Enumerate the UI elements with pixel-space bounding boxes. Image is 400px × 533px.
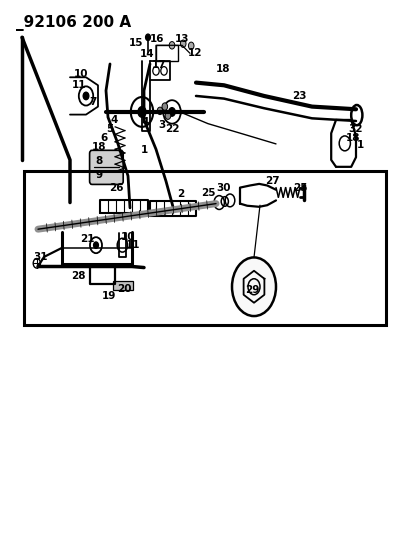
- Text: 4: 4: [110, 115, 118, 125]
- Circle shape: [169, 108, 175, 116]
- Circle shape: [232, 257, 276, 316]
- Text: 21: 21: [80, 234, 94, 244]
- Bar: [113, 281, 133, 290]
- Text: 15: 15: [129, 38, 143, 47]
- Circle shape: [138, 107, 146, 117]
- Text: 18: 18: [216, 64, 230, 74]
- Circle shape: [180, 40, 186, 47]
- Bar: [24, 171, 386, 325]
- Circle shape: [157, 107, 163, 115]
- Text: 7: 7: [89, 98, 96, 107]
- Circle shape: [94, 242, 98, 248]
- Bar: [156, 45, 178, 61]
- Text: 3: 3: [159, 120, 166, 130]
- Text: 10: 10: [74, 69, 88, 78]
- Text: 25: 25: [202, 188, 216, 198]
- Text: 6: 6: [100, 133, 108, 142]
- Text: 22: 22: [166, 124, 180, 134]
- Text: 12: 12: [188, 49, 202, 58]
- Text: 10: 10: [121, 232, 135, 241]
- Circle shape: [83, 92, 89, 100]
- Text: 28: 28: [71, 271, 85, 281]
- Text: 2: 2: [177, 189, 184, 199]
- Text: 1: 1: [141, 146, 148, 155]
- Circle shape: [162, 103, 168, 110]
- Text: 19: 19: [102, 292, 116, 301]
- Circle shape: [169, 42, 175, 49]
- Circle shape: [188, 42, 194, 50]
- Text: 4: 4: [141, 117, 148, 126]
- Text: 16: 16: [150, 34, 164, 44]
- Text: 25: 25: [294, 183, 308, 192]
- FancyBboxPatch shape: [90, 150, 123, 184]
- Text: 11: 11: [72, 80, 86, 90]
- Circle shape: [146, 34, 150, 41]
- Text: 30: 30: [216, 183, 230, 192]
- Text: 14: 14: [140, 50, 154, 59]
- Text: 32: 32: [348, 124, 362, 134]
- Text: 8: 8: [96, 156, 103, 166]
- Text: 9: 9: [96, 170, 103, 180]
- Text: 27: 27: [266, 176, 280, 186]
- Text: 1: 1: [356, 140, 364, 150]
- Text: 13: 13: [174, 35, 189, 44]
- Text: 17: 17: [152, 60, 166, 70]
- Circle shape: [165, 112, 171, 119]
- Text: 18: 18: [346, 133, 360, 142]
- Text: 11: 11: [126, 240, 140, 250]
- Text: 23: 23: [292, 91, 306, 101]
- Text: 29: 29: [246, 285, 260, 295]
- Text: 20: 20: [118, 285, 132, 294]
- Text: 31: 31: [34, 252, 48, 262]
- Text: 18: 18: [92, 142, 106, 152]
- Text: 5: 5: [106, 124, 113, 134]
- Text: 26: 26: [109, 183, 123, 193]
- Text: _92106 200 A: _92106 200 A: [16, 15, 131, 31]
